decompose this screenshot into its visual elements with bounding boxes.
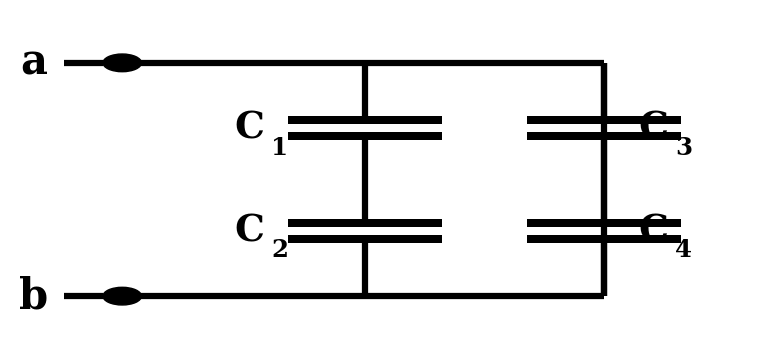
Bar [527, 132, 681, 140]
Bar [527, 235, 681, 243]
Text: C: C [234, 110, 264, 147]
Text: C: C [639, 110, 668, 147]
Text: 1: 1 [271, 136, 288, 160]
Bar [288, 235, 442, 243]
Bar [527, 116, 681, 124]
Circle shape [103, 287, 141, 305]
Bar [288, 132, 442, 140]
Text: 2: 2 [271, 238, 288, 262]
Bar [288, 219, 442, 227]
Bar [288, 116, 442, 124]
Text: b: b [19, 275, 48, 317]
Text: 3: 3 [675, 136, 692, 160]
Text: C: C [639, 212, 668, 249]
Text: C: C [234, 212, 264, 249]
Text: 4: 4 [675, 238, 692, 262]
Bar [527, 219, 681, 227]
Circle shape [103, 54, 141, 72]
Text: a: a [20, 42, 47, 84]
